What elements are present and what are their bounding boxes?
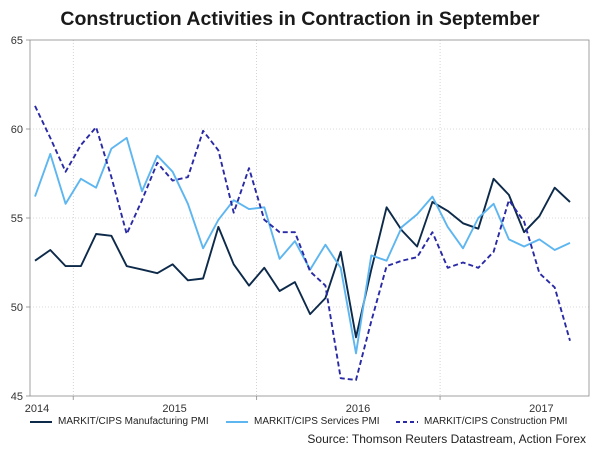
series-line-construction bbox=[34, 105, 571, 381]
legend-swatch-manufacturing bbox=[30, 420, 52, 423]
source-note: Source: Thomson Reuters Datastream, Acti… bbox=[307, 432, 586, 446]
chart-title: Construction Activities in Contraction i… bbox=[60, 8, 540, 30]
legend-label-construction: MARKIT/CIPS Construction PMI bbox=[424, 416, 568, 427]
series-layer bbox=[34, 105, 571, 381]
series-line-manufacturing bbox=[34, 177, 571, 339]
x-tick-label: 2014 bbox=[25, 403, 49, 415]
y-axis: 45 50 55 60 65 bbox=[11, 35, 30, 403]
grid-layer bbox=[30, 40, 589, 396]
legend: MARKIT/CIPS Manufacturing PMI MARKIT/CIP… bbox=[30, 416, 590, 432]
x-tick-label: 2016 bbox=[346, 403, 370, 415]
legend-label-services: MARKIT/CIPS Services PMI bbox=[254, 416, 380, 427]
y-tick-label: 65 bbox=[11, 35, 23, 47]
legend-label-manufacturing: MARKIT/CIPS Manufacturing PMI bbox=[58, 416, 209, 427]
x-axis: 2014 2015 2016 2017 bbox=[25, 396, 554, 415]
y-tick-label: 45 bbox=[11, 391, 23, 403]
y-tick-label: 50 bbox=[11, 302, 23, 314]
legend-swatch-construction bbox=[396, 420, 418, 423]
x-tick-label: 2015 bbox=[162, 403, 186, 415]
y-tick-label: 55 bbox=[11, 213, 23, 225]
series-line-services bbox=[34, 136, 571, 355]
y-tick-label: 60 bbox=[11, 124, 23, 136]
legend-item-construction: MARKIT/CIPS Construction PMI bbox=[396, 416, 567, 427]
x-tick-label: 2017 bbox=[529, 403, 553, 415]
legend-item-services: MARKIT/CIPS Services PMI bbox=[226, 416, 380, 427]
legend-swatch-services bbox=[226, 420, 248, 423]
legend-item-manufacturing: MARKIT/CIPS Manufacturing PMI bbox=[30, 416, 209, 427]
